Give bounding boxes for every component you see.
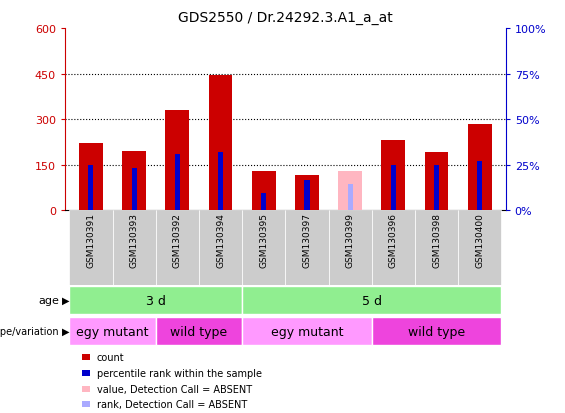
Text: egy mutant: egy mutant xyxy=(271,325,343,338)
Text: value, Detection Call = ABSENT: value, Detection Call = ABSENT xyxy=(97,384,252,394)
Text: GSM130394: GSM130394 xyxy=(216,213,225,268)
Bar xyxy=(468,124,492,211)
Bar xyxy=(156,211,199,285)
Bar xyxy=(242,211,285,285)
Bar xyxy=(328,211,372,285)
Text: GSM130395: GSM130395 xyxy=(259,213,268,268)
Bar xyxy=(199,211,242,285)
Bar xyxy=(295,176,319,211)
Bar xyxy=(372,318,501,345)
Bar xyxy=(112,211,156,285)
Bar xyxy=(132,168,137,211)
Text: GSM130396: GSM130396 xyxy=(389,213,398,268)
Text: ▶: ▶ xyxy=(62,295,69,306)
Bar xyxy=(208,76,232,211)
Bar xyxy=(381,141,405,211)
Text: GSM130397: GSM130397 xyxy=(302,213,311,268)
Bar xyxy=(434,166,439,211)
Text: GSM130392: GSM130392 xyxy=(173,213,182,268)
Bar xyxy=(79,144,103,211)
Text: count: count xyxy=(97,352,124,362)
Text: percentile rank within the sample: percentile rank within the sample xyxy=(97,368,262,378)
Bar xyxy=(305,180,310,211)
Bar xyxy=(88,165,93,211)
Text: 5 d: 5 d xyxy=(362,294,382,307)
Bar xyxy=(69,211,112,285)
Text: wild type: wild type xyxy=(408,325,465,338)
Bar xyxy=(242,287,501,314)
Bar xyxy=(166,111,189,211)
Title: GDS2550 / Dr.24292.3.A1_a_at: GDS2550 / Dr.24292.3.A1_a_at xyxy=(178,11,393,25)
Bar xyxy=(175,154,180,211)
Text: GSM130398: GSM130398 xyxy=(432,213,441,268)
Bar xyxy=(69,318,156,345)
Bar xyxy=(338,171,362,211)
Text: ▶: ▶ xyxy=(62,326,69,337)
Text: GSM130393: GSM130393 xyxy=(129,213,138,268)
Text: genotype/variation: genotype/variation xyxy=(0,326,59,337)
Text: egy mutant: egy mutant xyxy=(76,325,149,338)
Text: wild type: wild type xyxy=(171,325,228,338)
Bar xyxy=(252,171,276,211)
Text: GSM130391: GSM130391 xyxy=(86,213,95,268)
Text: 3 d: 3 d xyxy=(146,294,166,307)
Bar xyxy=(477,161,483,211)
Bar xyxy=(285,211,328,285)
Text: GSM130400: GSM130400 xyxy=(475,213,484,268)
Text: rank, Detection Call = ABSENT: rank, Detection Call = ABSENT xyxy=(97,399,247,409)
Bar xyxy=(415,211,458,285)
Bar xyxy=(218,153,223,211)
Bar xyxy=(458,211,501,285)
Bar xyxy=(425,153,449,211)
Bar xyxy=(156,318,242,345)
Text: age: age xyxy=(38,295,59,306)
Text: GSM130399: GSM130399 xyxy=(346,213,355,268)
Bar xyxy=(122,152,146,211)
Bar xyxy=(347,185,353,211)
Bar xyxy=(261,194,266,211)
Bar xyxy=(242,318,372,345)
Bar xyxy=(69,287,242,314)
Bar xyxy=(372,211,415,285)
Bar xyxy=(391,165,396,211)
